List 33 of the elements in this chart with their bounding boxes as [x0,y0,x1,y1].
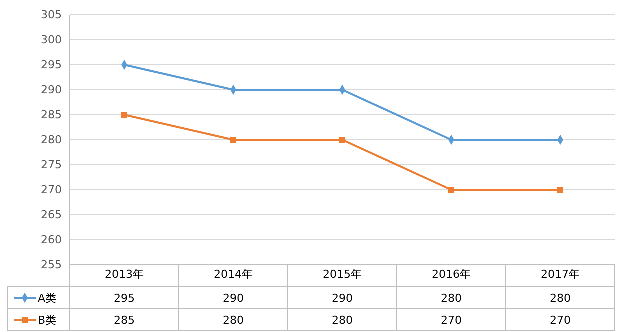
x-tick-label: 2013年 [105,268,144,281]
y-tick-label: 260 [41,234,62,247]
point [340,137,346,143]
data-label: 290 [223,292,244,305]
point [448,187,454,193]
legend-label: B类 [38,314,57,327]
y-tick-label: 300 [41,34,62,47]
y-tick-label: 270 [41,184,62,197]
data-label: 280 [223,314,244,327]
legend-label: A类 [38,292,57,305]
data-label: 295 [114,292,135,305]
data-label: 290 [332,292,353,305]
y-tick-label: 280 [41,134,62,147]
y-tick-label: 255 [41,258,62,272]
data-label: 280 [550,292,571,305]
y-tick-label: 285 [41,108,62,122]
x-tick-label: 2015年 [323,268,362,281]
data-label: 285 [114,314,135,327]
x-tick-label: 2017年 [541,268,580,281]
y-tick-label: 290 [41,84,62,97]
y-tick-label: 275 [41,158,62,172]
y-tick-label: 305 [41,8,62,22]
point [230,137,236,143]
x-tick-label: 2016年 [432,268,471,281]
y-tick-label: 295 [41,58,62,72]
point [122,112,128,118]
data-label: 280 [332,314,353,327]
data-label: 270 [550,314,571,327]
data-label: 280 [441,292,462,305]
point [558,187,564,193]
x-tick-label: 2014年 [214,268,253,281]
y-tick-label: 265 [41,208,62,222]
data-label: 270 [441,314,462,327]
